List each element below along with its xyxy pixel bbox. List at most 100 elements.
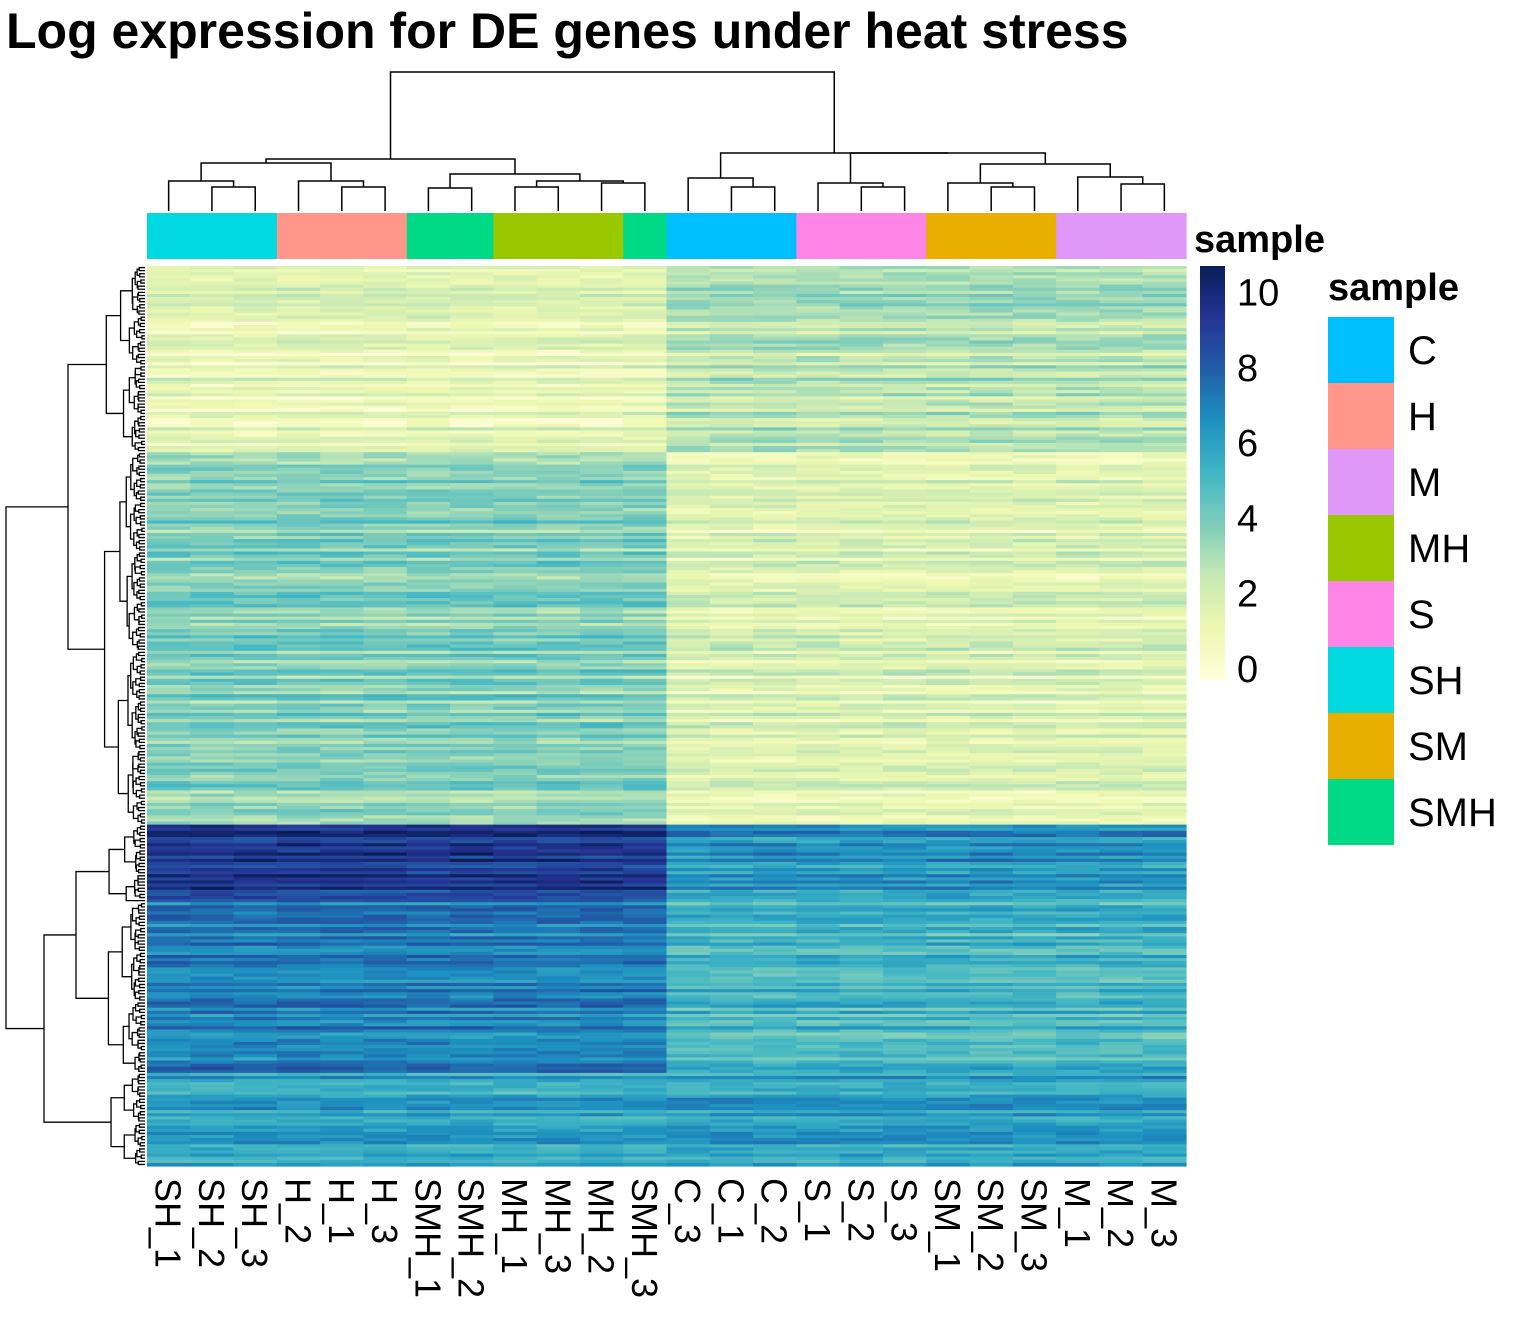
row-dendrogram-branch	[134, 442, 142, 450]
heat-cell	[536, 846, 581, 851]
heat-cell	[839, 486, 884, 491]
row-dendrogram-branch	[137, 881, 145, 886]
heat-cell	[579, 563, 624, 568]
heat-cell	[1012, 303, 1057, 307]
heat-cell	[753, 827, 797, 832]
heat-cell	[190, 560, 235, 565]
heat-cell	[190, 647, 235, 652]
heat-cell	[1056, 356, 1101, 360]
heat-cell	[1012, 762, 1057, 767]
heat-cell	[1012, 421, 1057, 425]
heat-cell	[406, 809, 451, 813]
heat-cell	[926, 557, 971, 562]
heat-cell	[1012, 861, 1057, 866]
heat-cell	[320, 436, 365, 441]
heat-cell	[276, 809, 321, 813]
heat-cell	[623, 635, 668, 640]
heat-cell	[666, 396, 711, 401]
heat-cell	[1099, 554, 1144, 559]
heat-cell	[1099, 433, 1144, 438]
heat-cell	[493, 567, 538, 571]
heat-cell	[1142, 657, 1187, 661]
heat-cell	[579, 340, 624, 345]
heat-cell	[839, 759, 884, 764]
heat-cell	[147, 806, 191, 810]
heat-cell	[1099, 312, 1144, 317]
heat-cell	[969, 753, 1014, 757]
heat-cell	[926, 303, 971, 307]
heat-cell	[623, 632, 668, 636]
heat-cell	[1142, 427, 1187, 432]
heat-cell	[276, 684, 321, 689]
heat-cell	[1099, 725, 1144, 730]
heat-cell	[882, 362, 927, 366]
heat-cell	[1056, 365, 1101, 370]
heat-cell	[406, 846, 451, 851]
heat-cell	[320, 362, 365, 366]
heat-cell	[190, 511, 235, 515]
heat-cell	[1142, 619, 1187, 624]
heat-cell	[579, 818, 624, 823]
heat-cell	[796, 517, 841, 522]
heat-cell	[276, 793, 321, 798]
heat-cell	[233, 591, 278, 596]
heat-cell	[493, 421, 538, 425]
heat-cell	[709, 362, 754, 366]
heat-cell	[1056, 613, 1101, 618]
heat-cell	[709, 399, 754, 404]
heat-cell	[882, 563, 927, 568]
heat-cell	[969, 778, 1014, 782]
heat-cell	[623, 557, 668, 562]
heat-cell	[450, 669, 494, 674]
heat-cell	[1142, 582, 1187, 587]
heat-cell	[276, 626, 321, 630]
heat-cell	[1142, 852, 1187, 857]
heat-cell	[926, 551, 971, 556]
heat-cell	[623, 377, 668, 382]
heat-cell	[969, 582, 1014, 587]
heat-cell	[926, 492, 971, 497]
heat-cell	[969, 864, 1014, 869]
heat-cell	[147, 868, 191, 872]
heat-cell	[276, 359, 321, 363]
heat-cell	[882, 582, 927, 587]
heat-cell	[493, 532, 538, 537]
heat-cell	[320, 861, 365, 866]
heat-cell	[623, 582, 668, 587]
heat-cell	[276, 405, 321, 410]
heat-cell	[1099, 421, 1144, 425]
heat-cell	[1099, 567, 1144, 571]
heat-cell	[450, 380, 494, 385]
heat-cell	[233, 753, 278, 757]
heat-cell	[1056, 787, 1101, 792]
heat-cell	[926, 501, 971, 506]
heat-cell	[493, 520, 538, 525]
row-dendrogram-branch	[139, 304, 145, 309]
heat-cell	[363, 712, 408, 717]
heat-cell	[1056, 359, 1101, 363]
heat-cell	[190, 458, 235, 463]
heat-cell	[796, 526, 841, 531]
heat-cell	[753, 585, 797, 590]
heat-cell	[1056, 697, 1101, 702]
heat-cell	[1099, 591, 1144, 596]
heat-cell	[1099, 852, 1144, 857]
row-dendrogram-branch	[139, 676, 145, 681]
heat-cell	[320, 349, 365, 354]
heat-cell	[1099, 684, 1144, 689]
heat-cell	[1056, 622, 1101, 627]
heat-cell	[579, 790, 624, 795]
heat-cell	[147, 622, 191, 627]
heat-cell	[276, 799, 321, 804]
heat-cell	[147, 778, 191, 782]
heat-cell	[796, 725, 841, 730]
heat-cell	[147, 405, 191, 410]
heat-cell	[450, 768, 494, 773]
heat-cell	[1056, 731, 1101, 736]
heat-cell	[1056, 796, 1101, 801]
heat-cell	[276, 411, 321, 416]
heat-cell	[926, 681, 971, 686]
heat-cell	[536, 629, 581, 633]
heat-cell	[233, 442, 278, 447]
heat-cell	[147, 830, 191, 835]
